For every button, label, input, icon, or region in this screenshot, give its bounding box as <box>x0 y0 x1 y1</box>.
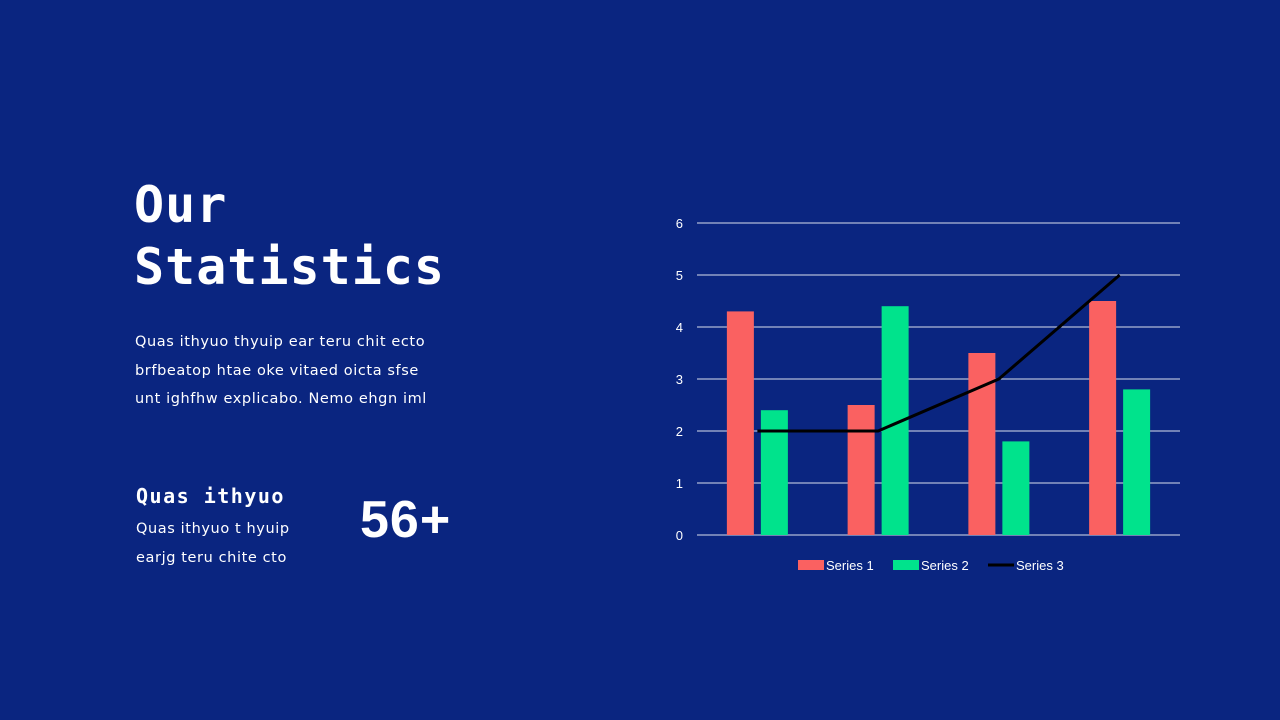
y-tick-label: 5 <box>676 268 683 283</box>
legend-swatch <box>798 560 824 570</box>
y-tick-label: 1 <box>676 476 683 491</box>
y-tick-label: 2 <box>676 424 683 439</box>
bar-series-2 <box>1123 389 1151 535</box>
y-tick-label: 0 <box>676 528 683 543</box>
stat-value: 56+ <box>360 491 452 549</box>
legend-label: Series 2 <box>921 558 969 573</box>
bar-series-2 <box>760 410 788 535</box>
stat-description: Quas ithyuo t hyuip earjg teru chite cto <box>136 515 290 572</box>
y-tick-label: 6 <box>676 216 683 231</box>
stat-line-1: Quas ithyuo t hyuip <box>136 521 290 537</box>
body-line-3: unt ighfhw explicabo. Nemo ehgn iml <box>135 391 427 407</box>
legend-swatch <box>893 560 919 570</box>
slide-title: Our Statistics <box>134 174 445 298</box>
bar-series-2 <box>1002 441 1030 535</box>
bar-series-1 <box>968 353 996 535</box>
body-line-1: Quas ithyuo thyuip ear teru chit ecto <box>135 334 426 350</box>
body-line-2: brfbeatop htae oke vitaed oicta sfse <box>135 362 419 379</box>
legend-label: Series 3 <box>1016 558 1064 573</box>
title-line-2: Statistics <box>134 238 446 296</box>
body-paragraph: Quas ithyuo thyuip ear teru chit ecto br… <box>135 328 465 414</box>
legend-label: Series 1 <box>826 558 874 573</box>
title-line-1: Our <box>134 176 228 234</box>
stat-line-2: earjg teru chite cto <box>136 549 287 566</box>
statistics-chart: 0 1 2 3 4 5 6 Series 1 Series 2 Series 3 <box>676 216 1180 573</box>
bar-series-1 <box>726 311 754 535</box>
line-series-3 <box>757 273 1121 433</box>
stat-heading: Quas ithyuo <box>136 484 285 508</box>
y-tick-label: 3 <box>676 372 683 387</box>
bar-series-1 <box>847 405 875 535</box>
bar-series-1 <box>1089 301 1117 535</box>
y-tick-label: 4 <box>676 320 683 335</box>
